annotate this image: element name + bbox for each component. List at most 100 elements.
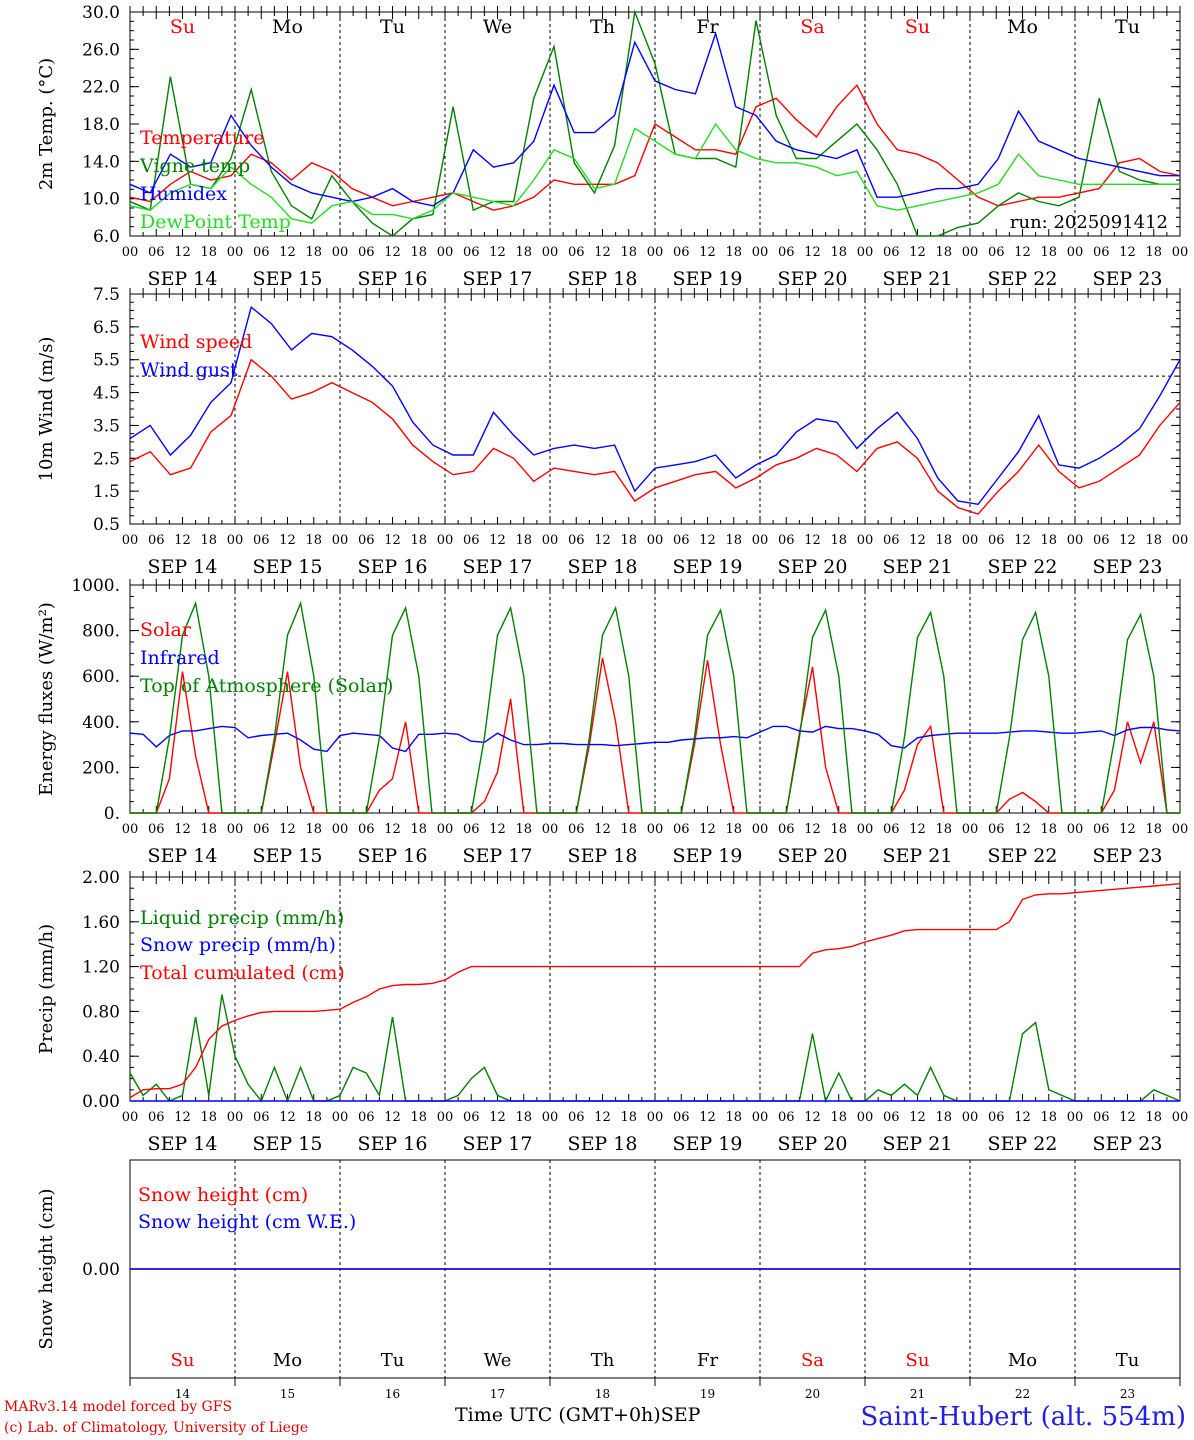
hour-tick-label: 18	[305, 533, 322, 548]
hour-tick-label: 00	[227, 1110, 244, 1125]
day-number-label: 19	[700, 1387, 715, 1401]
hour-tick-label: 00	[752, 1110, 769, 1125]
hour-tick-label: 06	[148, 822, 165, 837]
month-label: SEP	[660, 1404, 701, 1426]
hour-tick-label: 00	[857, 533, 874, 548]
weekday-label-bottom: Sa	[801, 1350, 824, 1371]
hour-tick-label: 18	[935, 245, 952, 260]
hour-tick-label: 12	[174, 533, 191, 548]
hour-tick-label: 18	[305, 822, 322, 837]
hour-tick-label: 18	[935, 1110, 952, 1125]
date-label: SEP 17	[463, 1133, 533, 1155]
y-tick-label: 5.5	[93, 351, 120, 371]
hour-tick-label: 12	[1119, 822, 1136, 837]
hour-tick-label: 12	[489, 822, 506, 837]
y-tick-label: 1.60	[82, 913, 120, 933]
hour-tick-label: 00	[1172, 1110, 1189, 1125]
hour-tick-label: 12	[909, 245, 926, 260]
y-tick-label: 18.0	[82, 115, 120, 135]
hour-tick-label: 06	[1093, 245, 1110, 260]
date-label: SEP 19	[673, 845, 743, 867]
hour-tick-label: 12	[174, 245, 191, 260]
weekday-label-bottom: Mo	[273, 1350, 302, 1371]
hour-tick-label: 18	[200, 533, 217, 548]
legend-entry: Wind speed	[140, 331, 252, 353]
hour-tick-label: 00	[962, 1110, 979, 1125]
hour-tick-label: 06	[358, 822, 375, 837]
hour-tick-label: 00	[647, 822, 664, 837]
hour-tick-label: 18	[200, 822, 217, 837]
day-number-label: 18	[595, 1387, 610, 1401]
date-label: SEP 14	[148, 268, 218, 290]
date-label: SEP 22	[988, 1133, 1058, 1155]
date-label: SEP 15	[253, 845, 323, 867]
weekday-label-bottom: Fr	[697, 1350, 718, 1371]
y-tick-label: 0.00	[82, 1260, 120, 1280]
weekday-label-bottom: Su	[171, 1350, 195, 1371]
date-label: SEP 22	[988, 845, 1058, 867]
legend-entry: Temperature	[140, 127, 264, 149]
hour-tick-label: 00	[647, 533, 664, 548]
hour-tick-label: 00	[647, 1110, 664, 1125]
hour-tick-label: 18	[1040, 245, 1057, 260]
hour-tick-label: 06	[778, 245, 795, 260]
hour-tick-label: 12	[489, 533, 506, 548]
hour-tick-label: 12	[174, 822, 191, 837]
y-tick-label: 7.5	[93, 285, 120, 305]
run-label: run: 2025091412	[1010, 212, 1168, 233]
date-label: SEP 17	[463, 268, 533, 290]
hour-tick-label: 12	[279, 822, 296, 837]
y-tick-label: 22.0	[82, 78, 120, 98]
hour-tick-label: 12	[594, 1110, 611, 1125]
date-label: SEP 18	[568, 556, 638, 578]
y-tick-label: 2.5	[93, 449, 120, 469]
hour-tick-label: 18	[410, 822, 427, 837]
hour-tick-label: 18	[410, 245, 427, 260]
series-line	[130, 600, 1180, 814]
day-number-label: 20	[805, 1387, 820, 1401]
hour-tick-label: 06	[463, 822, 480, 837]
hour-tick-label: 00	[647, 245, 664, 260]
hour-tick-label: 00	[332, 245, 349, 260]
series-line	[129, 83, 1181, 211]
y-tick-label: 1000.	[71, 576, 120, 596]
hour-tick-label: 18	[200, 1110, 217, 1125]
hour-tick-label: 18	[1145, 822, 1162, 837]
hour-tick-label: 00	[1067, 245, 1084, 260]
date-label: SEP 23	[1093, 1133, 1163, 1155]
hour-tick-label: 00	[542, 1110, 559, 1125]
hour-tick-label: 12	[1119, 245, 1136, 260]
date-label: SEP 18	[568, 845, 638, 867]
hour-tick-label: 06	[148, 1110, 165, 1125]
y-tick-label: 30.0	[82, 3, 120, 23]
y-tick-label: 2.00	[82, 868, 120, 888]
date-label: SEP 14	[148, 556, 218, 578]
date-label: SEP 15	[253, 1133, 323, 1155]
hour-tick-label: 12	[489, 1110, 506, 1125]
hour-tick-label: 06	[778, 822, 795, 837]
date-label: SEP 22	[988, 556, 1058, 578]
hour-tick-label: 18	[410, 533, 427, 548]
hour-tick-label: 00	[542, 822, 559, 837]
hour-tick-label: 12	[699, 245, 716, 260]
hour-tick-label: 00	[437, 245, 454, 260]
y-axis-label: 10m Wind (m/s)	[36, 337, 57, 482]
hour-tick-label: 06	[568, 245, 585, 260]
hour-tick-label: 00	[857, 1110, 874, 1125]
hour-tick-label: 12	[909, 1110, 926, 1125]
date-label: SEP 20	[778, 268, 848, 290]
hour-tick-label: 12	[384, 1110, 401, 1125]
date-label: SEP 16	[358, 845, 428, 867]
hour-tick-label: 18	[620, 533, 637, 548]
hour-tick-label: 06	[1093, 533, 1110, 548]
hour-tick-label: 06	[883, 1110, 900, 1125]
hour-tick-label: 06	[883, 245, 900, 260]
date-label: SEP 21	[883, 845, 953, 867]
hour-tick-label: 12	[804, 822, 821, 837]
credit-line-2: (c) Lab. of Climatology, University of L…	[4, 1420, 309, 1436]
hour-tick-label: 18	[1040, 1110, 1057, 1125]
hour-tick-label: 06	[988, 533, 1005, 548]
day-number-label: 23	[1120, 1387, 1135, 1401]
date-label: SEP 16	[358, 1133, 428, 1155]
hour-tick-label: 00	[1067, 1110, 1084, 1125]
